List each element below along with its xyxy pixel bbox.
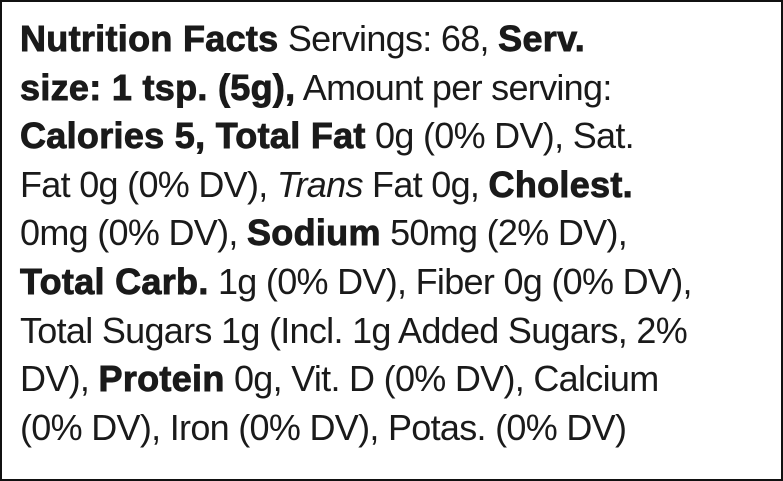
label-text: Calories 5, Total Fat xyxy=(20,115,366,157)
label-text: Cholest. xyxy=(488,163,633,205)
label-text: Serv. xyxy=(498,18,586,60)
label-text: 1g (0% DV), Fiber 0g (0% DV), xyxy=(208,260,693,302)
label-line: Total Carb. 1g (0% DV), Fiber 0g (0% DV)… xyxy=(20,258,781,307)
label-line: Total Sugars 1g (Incl. 1g Added Sugars, … xyxy=(20,307,781,356)
label-text: Total Carb. xyxy=(20,260,209,303)
label-text: DV), xyxy=(20,358,99,400)
label-line: DV), Protein 0g, Vit. D (0% DV), Calcium xyxy=(20,355,781,404)
label-line: Fat 0g (0% DV), Trans Fat 0g, Cholest. xyxy=(20,161,781,210)
label-text: 0g (0% DV), Sat. xyxy=(365,115,635,157)
label-text: Sodium xyxy=(246,212,381,254)
label-text: Amount per serving: xyxy=(295,66,613,108)
label-line: size: 1 tsp. (5g), Amount per serving: xyxy=(20,64,781,113)
label-line: Calories 5, Total Fat 0g (0% DV), Sat. xyxy=(20,112,781,161)
label-text: Fat 0g (0% DV), xyxy=(20,163,277,205)
label-text: size: 1 tsp. (5g), xyxy=(20,66,296,108)
label-text: 50mg (2% DV), xyxy=(380,212,628,254)
label-text: Fat 0g, xyxy=(362,163,489,205)
label-text: Servings: 68, xyxy=(278,18,499,59)
label-text: 0g, Vit. D (0% DV), Calcium xyxy=(224,358,659,400)
label-line: (0% DV), Iron (0% DV), Potas. (0% DV) xyxy=(20,404,781,453)
label-line: Nutrition Facts Servings: 68, Serv. xyxy=(20,15,781,64)
label-text: Total Sugars 1g (Incl. 1g Added Sugars, … xyxy=(20,309,688,351)
label-line: 0mg (0% DV), Sodium 50mg (2% DV), xyxy=(20,209,781,258)
label-text: Nutrition Facts xyxy=(20,18,279,60)
label-text: (0% DV), Iron (0% DV), Potas. (0% DV) xyxy=(20,406,627,448)
label-text: 0mg (0% DV), xyxy=(20,212,247,254)
label-text: Trans xyxy=(276,163,364,205)
label-text: Protein xyxy=(98,358,225,400)
